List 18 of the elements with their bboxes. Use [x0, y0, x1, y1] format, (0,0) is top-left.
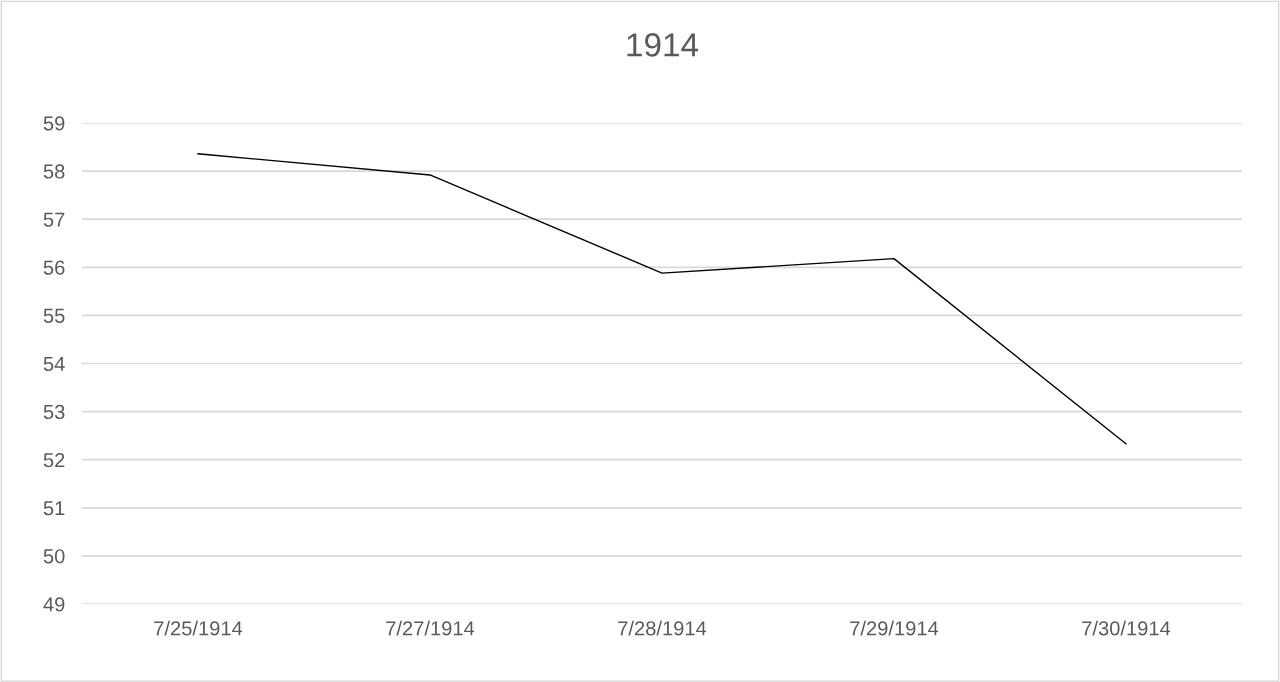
line-series [197, 153, 1127, 445]
y-tick-label: 52 [43, 452, 65, 468]
x-tick-label: 7/25/1914 [154, 620, 243, 636]
y-tick-label: 58 [43, 164, 65, 179]
y-tick-label: 54 [43, 356, 65, 371]
y-tick-label: 51 [43, 501, 65, 516]
y-tick-label: 59 [43, 116, 65, 131]
x-tick-label: 7/28/1914 [618, 620, 707, 636]
x-tick-label: 7/29/1914 [850, 620, 939, 636]
y-tick-label: 55 [43, 308, 65, 323]
y-tick-label: 50 [43, 549, 65, 564]
y-tick-label: 49 [43, 597, 65, 612]
chart-title: 1914 [627, 33, 699, 57]
x-tick-label: 7/27/1914 [386, 620, 475, 636]
y-tick-label: 56 [43, 260, 65, 275]
y-tick-label: 57 [43, 212, 65, 227]
y-tick-label: 53 [43, 404, 65, 420]
x-tick-label: 7/30/1914 [1082, 620, 1171, 636]
